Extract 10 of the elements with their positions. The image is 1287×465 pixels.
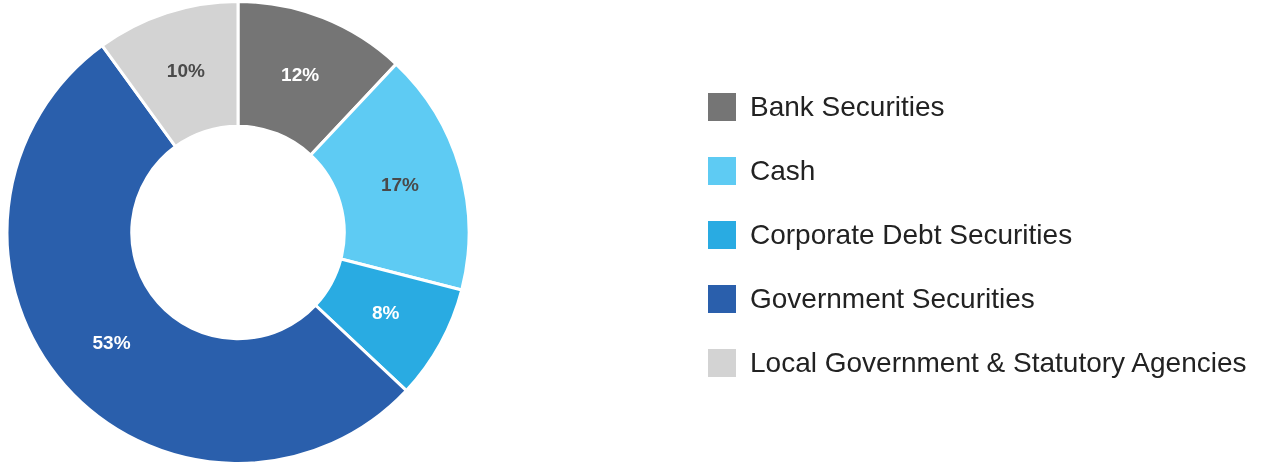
legend-label: Cash <box>750 155 816 187</box>
data-label: 17% <box>380 173 420 195</box>
data-label: 8% <box>372 301 400 323</box>
data-label: 12% <box>281 63 320 85</box>
legend-label: Corporate Debt Securities <box>750 219 1073 251</box>
legend-label: Local Government & Statutory Agencies <box>750 347 1247 379</box>
legend-label: Government Securities <box>750 283 1035 315</box>
data-label: 53% <box>92 332 131 354</box>
legend-label: Bank Securities <box>750 91 945 123</box>
data-label: 10% <box>166 60 206 82</box>
